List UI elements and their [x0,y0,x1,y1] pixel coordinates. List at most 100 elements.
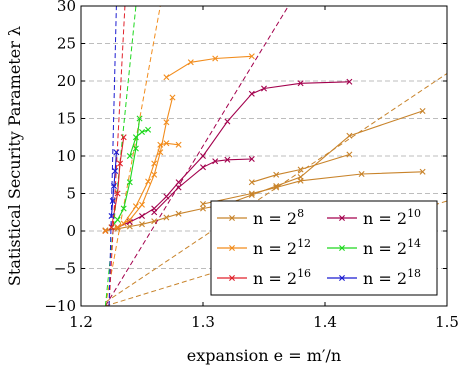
y-tick-label: 15 [57,110,76,128]
legend-label: n = 218 [363,267,421,288]
data-point [120,205,127,212]
data-point [108,224,115,231]
legend-label: n = 210 [363,207,421,228]
data-point [109,198,116,204]
y-tick-label: −10 [44,297,76,315]
data-point [132,203,139,210]
series-line [202,171,423,205]
data-point [248,179,255,186]
y-tick-label: 25 [57,35,76,53]
data-point [120,134,127,141]
data-point [163,140,170,147]
series-line [129,129,149,157]
data-point [346,78,353,85]
data-point [114,216,121,223]
data-point [136,115,143,122]
data-point [126,153,133,159]
data-point [339,245,345,251]
y-tick-label: 20 [57,72,76,90]
data-point [229,245,235,251]
legend-label: n = 214 [363,237,421,258]
data-point [248,90,255,97]
data-point [126,223,133,230]
data-point [358,171,365,177]
data-point [114,190,121,197]
series-2 [102,6,255,306]
data-point [200,164,206,171]
data-point [224,156,231,163]
legend-label: n = 216 [253,267,311,288]
data-point [175,184,182,191]
data-point [139,221,145,228]
data-point [102,228,109,234]
trend-line [105,73,447,303]
data-point [419,168,426,175]
data-point [229,215,235,221]
legend-box [210,200,438,296]
data-point [339,215,345,221]
data-point [346,151,353,158]
series-line [153,158,252,213]
data-point [113,149,120,156]
data-point [187,59,194,66]
data-point [169,94,176,101]
data-point [297,166,304,173]
data-point [297,177,304,184]
data-point [132,145,139,152]
legend-label: n = 212 [253,237,311,258]
data-point [273,184,280,191]
data-point [114,224,121,231]
data-point [151,171,158,178]
data-point [224,118,231,125]
y-tick-label: 30 [57,0,76,15]
data-point [419,108,426,114]
data-point [157,141,164,148]
series-4 [108,6,127,306]
x-axis-label: expansion e = m′/n [187,346,341,365]
data-point [212,158,219,165]
data-point [117,160,124,167]
data-point [248,190,255,197]
data-point [175,179,182,186]
series-5 [108,6,120,306]
data-point [163,74,170,81]
axis-ticks: −10 −5 0 5 10 15 20 25 30 1.2 1.3 1.4 1.5 [44,0,458,331]
y-tick-label: 5 [66,185,76,203]
x-tick-label: 1.5 [435,313,458,331]
data-point [139,213,145,219]
data-point [229,275,235,281]
data-point [346,132,353,139]
data-point [132,134,139,141]
series-line [105,110,423,231]
data-point [108,213,115,219]
data-point [212,55,219,62]
data-point [175,210,182,217]
data-point [248,156,255,162]
data-point [200,201,206,207]
series-line [105,97,174,232]
data-point [175,141,182,148]
trend-line [108,6,126,306]
x-tick-label: 1.2 [69,313,93,331]
data-point [139,201,145,208]
x-tick-label: 1.3 [191,313,215,331]
data-point [112,168,119,174]
series-line [110,137,125,228]
y-tick-label: 0 [66,222,76,240]
data-point [145,178,152,185]
data-point [248,53,255,60]
series-line [166,55,252,78]
y-tick-label: 10 [57,147,76,165]
trend-line [104,6,161,306]
data-point [126,179,133,186]
data-point [151,160,158,167]
data-point [339,275,345,281]
data-point [110,183,117,189]
series-line [251,153,350,183]
data-point [200,153,206,159]
legend-label: n = 28 [253,207,304,228]
x-tick-label: 1.4 [313,313,337,331]
y-axis-label: Statistical Security Parameter λ [5,26,24,286]
data-point [261,85,267,92]
